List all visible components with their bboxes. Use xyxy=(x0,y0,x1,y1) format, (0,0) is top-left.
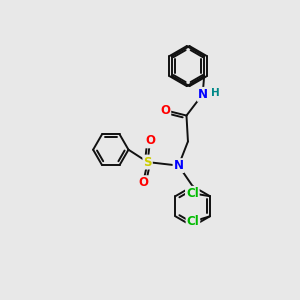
Text: N: N xyxy=(198,88,208,101)
Text: O: O xyxy=(138,176,148,189)
Text: Cl: Cl xyxy=(186,187,199,200)
Text: H: H xyxy=(211,88,219,98)
Text: Cl: Cl xyxy=(187,215,199,228)
Text: S: S xyxy=(143,156,152,169)
Text: N: N xyxy=(173,159,184,172)
Text: O: O xyxy=(145,134,155,147)
Text: O: O xyxy=(160,104,170,117)
